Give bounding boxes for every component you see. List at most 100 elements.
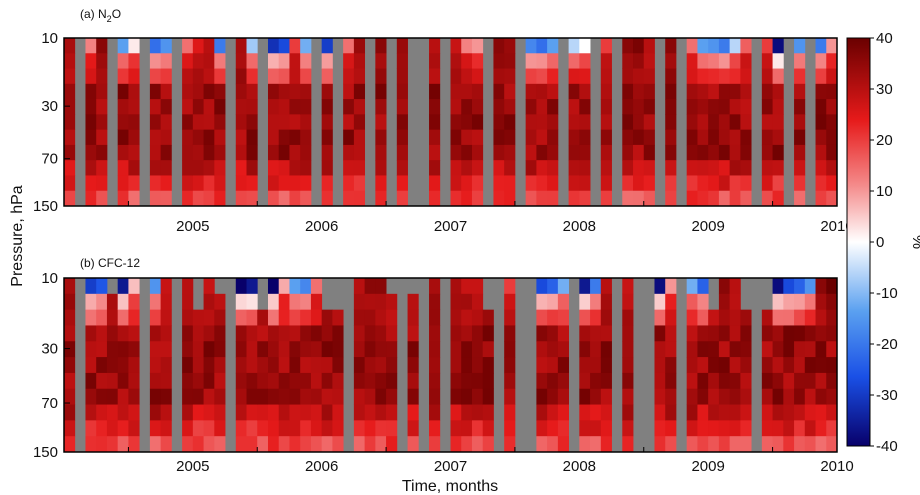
heatmap-cell	[600, 404, 612, 421]
heatmap-cell	[96, 129, 108, 146]
heatmap-cell	[289, 372, 301, 390]
heatmap-cell	[804, 278, 816, 295]
heatmap-cell	[493, 38, 505, 54]
heatmap-cell	[643, 160, 655, 176]
heatmap-cell	[149, 68, 162, 85]
heatmap-cell	[182, 420, 194, 437]
heatmap-cell	[343, 175, 355, 192]
heatmap-cell	[815, 357, 827, 374]
heatmap-cell	[85, 372, 97, 390]
heatmap-cell	[96, 278, 108, 295]
heatmap-cell	[353, 99, 366, 115]
heatmap-cell	[461, 129, 473, 146]
heatmap-cell	[214, 38, 226, 54]
heatmap-cell	[407, 325, 419, 342]
heatmap-cell	[536, 341, 548, 358]
heatmap-cell	[579, 309, 591, 326]
heatmap-cell	[203, 341, 215, 358]
heatmap-cell	[364, 372, 376, 390]
heatmap-cell	[783, 404, 795, 421]
heatmap-cell	[718, 175, 731, 192]
heatmap-cell	[407, 341, 419, 358]
heatmap-cell	[697, 38, 709, 54]
heatmap-cell	[343, 83, 355, 100]
colorbar-tick-label: -20	[876, 336, 898, 353]
heatmap-cell	[504, 436, 516, 453]
heatmap-cell	[772, 175, 784, 192]
heatmap-cell	[96, 144, 108, 161]
heatmap-cell	[633, 160, 645, 176]
heatmap-cell	[182, 436, 194, 453]
heatmap-cell	[300, 293, 312, 311]
heatmap-cell	[246, 388, 258, 405]
heatmap-cell	[461, 293, 473, 311]
heatmap-cell	[654, 278, 666, 295]
heatmap-cell	[64, 160, 76, 176]
heatmap-cell	[804, 372, 816, 390]
heatmap-cell	[471, 420, 484, 437]
heatmap-cell	[740, 68, 752, 85]
heatmap-cell	[117, 293, 129, 311]
heatmap-cell	[386, 372, 398, 390]
heatmap-cell	[182, 190, 194, 207]
heatmap-cell	[332, 436, 344, 453]
heatmap-cell	[289, 190, 301, 207]
heatmap-cell	[579, 129, 591, 146]
heatmap-cell	[815, 38, 827, 54]
heatmap-cell	[622, 388, 634, 405]
heatmap-cell	[214, 144, 226, 161]
heatmap-cell	[117, 278, 129, 295]
heatmap-cell	[321, 309, 333, 326]
heatmap-cell	[214, 114, 226, 131]
heatmap-cell	[246, 372, 258, 390]
heatmap-cell	[343, 160, 355, 176]
heatmap-cell	[665, 325, 677, 342]
heatmap-cell	[450, 357, 462, 374]
heatmap-cell	[665, 388, 677, 405]
heatmap-cell	[117, 160, 129, 176]
heatmap-cell	[128, 38, 140, 54]
heatmap-cell	[278, 293, 290, 311]
heatmap-cell	[364, 404, 376, 421]
heatmap-cell	[740, 190, 752, 207]
heatmap-cell	[590, 341, 602, 358]
heatmap-cell	[622, 38, 634, 54]
heatmap-cell	[278, 278, 290, 295]
heatmap-cell	[278, 53, 290, 69]
heatmap-cell	[826, 38, 838, 54]
heatmap-cell	[826, 99, 838, 115]
heatmap-cell	[772, 144, 784, 161]
heatmap-cell	[96, 420, 108, 437]
heatmap-cell	[665, 68, 677, 85]
heatmap-cell	[794, 278, 806, 295]
heatmap-cell	[504, 129, 516, 146]
heatmap-cell	[633, 114, 645, 131]
heatmap-cell	[267, 160, 280, 176]
heatmap-cell	[471, 372, 484, 390]
heatmap-cell	[794, 99, 806, 115]
heatmap-cell	[536, 436, 548, 453]
heatmap-cell	[300, 404, 312, 421]
heatmap-cell	[203, 175, 215, 192]
heatmap-cell	[257, 404, 269, 421]
heatmap-cell	[471, 68, 484, 85]
heatmap-cell	[772, 341, 784, 358]
heatmap-cell	[804, 404, 816, 421]
heatmap-cell	[246, 436, 258, 453]
heatmap-cell	[697, 341, 709, 358]
heatmap-cell	[697, 160, 709, 176]
heatmap-cell	[235, 420, 247, 437]
heatmap-cell	[96, 68, 108, 85]
heatmap-cell	[128, 83, 140, 100]
heatmap-cell	[64, 278, 76, 295]
heatmap-cell	[192, 357, 204, 374]
heatmap-cell	[633, 144, 645, 161]
heatmap-cell	[665, 341, 677, 358]
heatmap-cell	[471, 114, 484, 131]
heatmap-cell	[267, 325, 280, 342]
heatmap-cell	[246, 293, 258, 311]
heatmap-cell	[332, 309, 344, 326]
heatmap-cell	[761, 144, 773, 161]
heatmap-cell	[235, 114, 247, 131]
heatmap-cell	[375, 420, 387, 437]
